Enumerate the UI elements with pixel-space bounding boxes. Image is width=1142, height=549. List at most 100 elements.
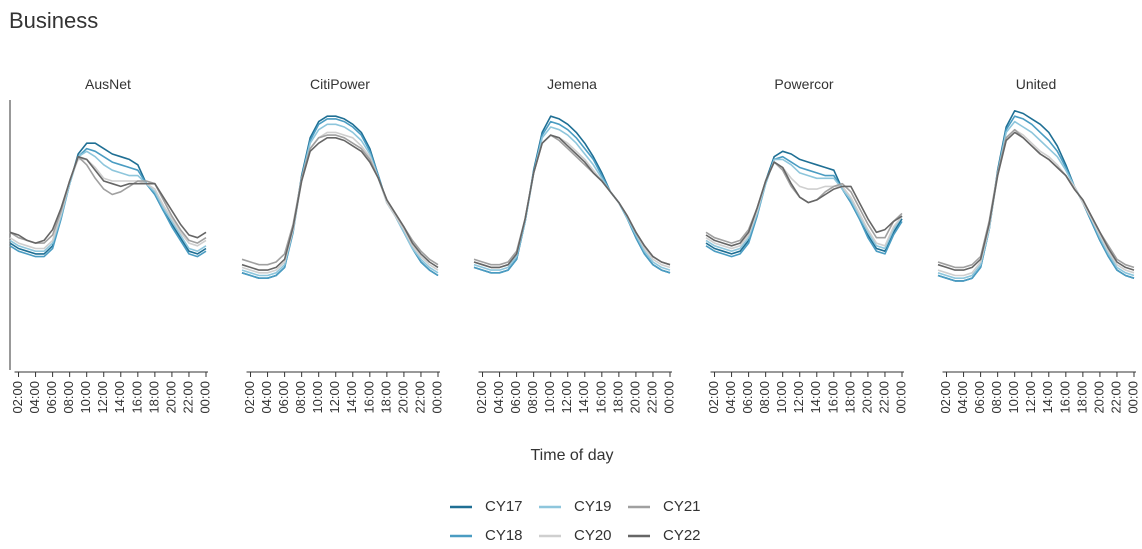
x-tick-label: 10:00 [78,381,93,414]
series-line [9,155,207,244]
x-tick-label: 18:00 [1074,381,1089,414]
legend-item: CY17 [450,498,523,515]
x-tick-label: 20:00 [1091,381,1106,414]
series-line [9,155,207,244]
x-tick-label: 18:00 [610,381,625,414]
x-tick-label: 12:00 [559,381,574,414]
x-tick-label: 02:00 [706,381,721,414]
series-line [241,131,439,274]
legend-item: CY20 [539,527,612,544]
series-line [937,131,1135,271]
series-line [241,137,439,271]
x-tick-label: 00:00 [893,381,908,414]
series-line [241,134,439,266]
series-line [705,161,903,250]
series-line [705,161,903,247]
x-tick-label: 02:00 [10,381,25,414]
x-tick-label: 08:00 [61,381,76,414]
panel-title: CitiPower [310,76,370,92]
x-tick-label: 04:00 [27,381,42,414]
x-tick-label: 18:00 [842,381,857,414]
x-tick-label: 02:00 [242,381,257,414]
x-tick-label: 00:00 [197,381,212,414]
x-tick-label: 10:00 [774,381,789,414]
x-tick-label: 08:00 [989,381,1004,414]
x-tick-label: 04:00 [259,381,274,414]
x-tick-label: 06:00 [276,381,291,414]
x-tick-label: 16:00 [825,381,840,414]
x-tick-label: 10:00 [1006,381,1021,414]
x-tick-label: 00:00 [661,381,676,414]
x-tick-label: 20:00 [627,381,642,414]
x-tick-label: 06:00 [972,381,987,414]
legend-label: CY21 [663,498,701,515]
x-tick-label: 20:00 [163,381,178,414]
x-tick-label: 12:00 [791,381,806,414]
x-axis-label: Time of day [531,447,614,464]
series-line [937,120,1135,280]
x-tick-label: 14:00 [808,381,823,414]
legend-label: CY17 [485,498,523,515]
panel-title: United [1016,76,1056,92]
x-tick-label: 02:00 [474,381,489,414]
series-line [937,128,1135,277]
x-tick-label: 08:00 [293,381,308,414]
x-tick-label: 00:00 [429,381,444,414]
x-tick-label: 14:00 [576,381,591,414]
x-tick-label: 12:00 [95,381,110,414]
x-tick-label: 16:00 [1057,381,1072,414]
x-tick-label: 00:00 [1125,381,1140,414]
x-tick-label: 20:00 [395,381,410,414]
series-line [473,120,671,274]
x-tick-label: 04:00 [955,381,970,414]
series-line [9,150,207,252]
x-tick-label: 14:00 [344,381,359,414]
series-line [9,142,207,255]
x-tick-label: 22:00 [1108,381,1123,414]
legend-item: CY19 [539,498,612,515]
x-tick-label: 20:00 [859,381,874,414]
series-line [473,126,671,271]
series-line [705,150,903,255]
page-title: Business [9,8,98,33]
series-line [241,115,439,280]
series-line [705,158,903,252]
x-tick-label: 10:00 [542,381,557,414]
x-tick-label: 08:00 [525,381,540,414]
x-tick-label: 18:00 [378,381,393,414]
legend-label: CY20 [574,527,612,544]
x-tick-label: 12:00 [1023,381,1038,414]
series-line [705,155,903,258]
x-tick-label: 16:00 [593,381,608,414]
x-tick-label: 14:00 [1040,381,1055,414]
x-tick-label: 22:00 [644,381,659,414]
x-tick-label: 14:00 [112,381,127,414]
legend-item: CY18 [450,527,523,544]
x-tick-label: 06:00 [740,381,755,414]
x-tick-label: 22:00 [412,381,427,414]
legend-label: CY19 [574,498,612,515]
x-tick-label: 12:00 [327,381,342,414]
panel-title: Jemena [547,76,597,92]
panel-title: Powercor [774,76,833,92]
x-tick-label: 06:00 [508,381,523,414]
x-tick-label: 02:00 [938,381,953,414]
x-tick-label: 04:00 [723,381,738,414]
series-line [241,118,439,280]
x-tick-label: 10:00 [310,381,325,414]
x-tick-label: 04:00 [491,381,506,414]
x-tick-label: 16:00 [361,381,376,414]
x-tick-label: 08:00 [757,381,772,414]
legend-label: CY18 [485,527,523,544]
x-tick-label: 22:00 [876,381,891,414]
series-line [9,147,207,258]
series-line [473,134,671,269]
panel-title: AusNet [85,76,131,92]
legend-item: CY21 [628,498,701,515]
x-tick-label: 22:00 [180,381,195,414]
legend-item: CY22 [628,527,701,544]
series-line [241,123,439,277]
series-line [9,158,207,250]
x-tick-label: 06:00 [44,381,59,414]
